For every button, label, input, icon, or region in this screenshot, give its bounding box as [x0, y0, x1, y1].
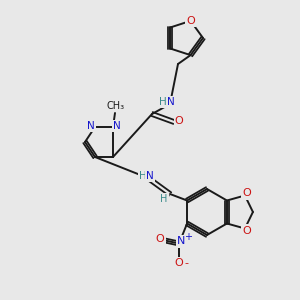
Text: N: N: [87, 121, 95, 131]
Text: H: H: [160, 194, 168, 204]
Text: O: O: [242, 226, 251, 236]
Text: N: N: [146, 171, 154, 181]
Text: H: H: [159, 97, 167, 107]
Text: H: H: [139, 171, 147, 181]
Text: N: N: [113, 121, 121, 131]
Text: O: O: [186, 16, 195, 26]
Text: O: O: [175, 116, 183, 126]
Text: O: O: [156, 235, 164, 244]
Text: +: +: [184, 232, 192, 242]
Text: CH₃: CH₃: [107, 101, 125, 111]
Text: N: N: [177, 236, 185, 247]
Text: O: O: [175, 259, 184, 269]
Text: O: O: [242, 188, 251, 199]
Text: -: -: [184, 259, 188, 269]
Text: N: N: [167, 97, 175, 107]
